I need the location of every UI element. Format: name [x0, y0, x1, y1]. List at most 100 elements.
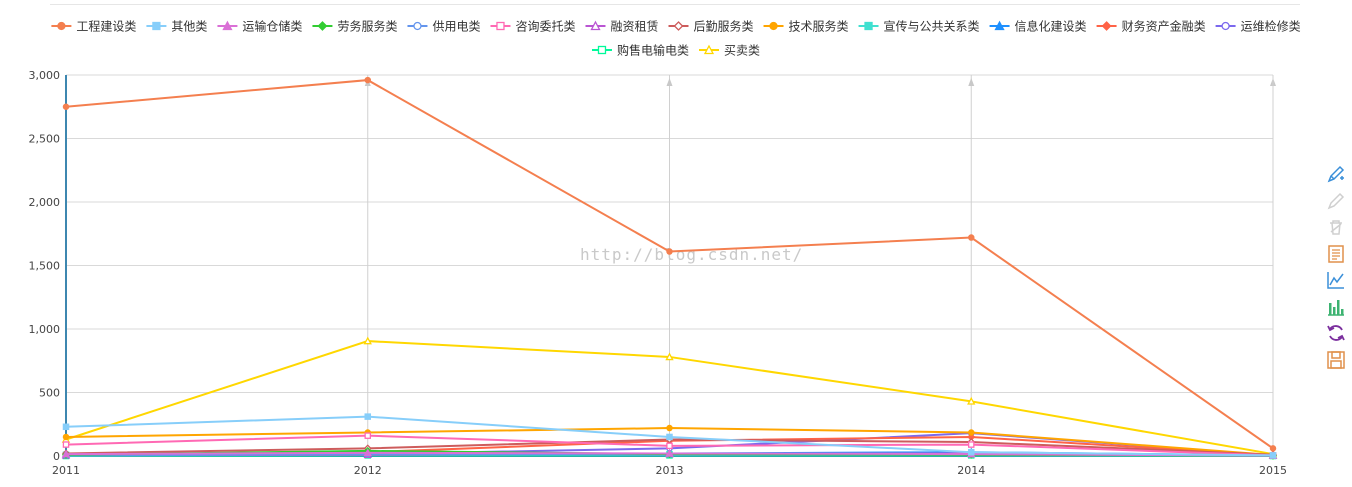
- legend-symbol-icon: [590, 20, 601, 31]
- legend-symbol-icon: [317, 21, 328, 31]
- legend-item[interactable]: 运维检修类: [1215, 19, 1301, 34]
- legend-symbol-icon: [1221, 21, 1230, 31]
- mark-undo-icon: [1327, 192, 1345, 209]
- legend[interactable]: 工程建设类 其他类 运输仓储类 劳务服务类 供用电类 咨询委托类 融资租赁 后勤服务类 技术服务…: [51, 19, 1301, 58]
- x-tick-label: 2015: [1259, 464, 1287, 477]
- restore-icon[interactable]: [1326, 323, 1346, 343]
- legend-item[interactable]: 信息化建设类: [989, 19, 1087, 34]
- x-tick-label: 2011: [52, 464, 80, 477]
- axis-arrow-icon: [968, 78, 975, 86]
- legend-item[interactable]: 后勤服务类: [668, 19, 754, 34]
- data-point: [666, 433, 673, 441]
- x-tick-label: 2013: [656, 464, 684, 477]
- data-point: [364, 413, 371, 420]
- toolbox[interactable]: [1326, 164, 1350, 376]
- data-view-icon[interactable]: [1326, 244, 1346, 264]
- data-point: [1269, 445, 1277, 452]
- x-axis-ticks: 2011 2012 2013 2014 2015: [52, 464, 1287, 477]
- x-tick-label: 2012: [354, 464, 382, 477]
- data-point: [363, 336, 372, 345]
- legend-label: 融资租赁: [610, 20, 658, 34]
- legend-label: 劳务服务类: [337, 19, 397, 34]
- grid-lines: [66, 74, 1276, 456]
- legend-symbol-icon: [1101, 21, 1112, 31]
- legend-symbol-icon: [994, 20, 1005, 31]
- data-point: [665, 352, 674, 361]
- watermark-text: http://blog.csdn.net/: [580, 245, 803, 264]
- legend-label: 运输仓储类: [242, 19, 302, 34]
- data-point: [968, 448, 975, 456]
- legend-item[interactable]: 劳务服务类: [312, 19, 397, 34]
- legend-label: 技术服务类: [789, 19, 849, 34]
- legend-label: 财务资产金融类: [1122, 19, 1206, 34]
- y-tick-label: 500: [39, 387, 60, 400]
- axis-arrow-icon: [666, 78, 673, 86]
- y-tick-label: 3,000: [29, 69, 61, 82]
- legend-item[interactable]: 运输仓储类: [217, 19, 302, 34]
- bar-chart-icon[interactable]: [1326, 297, 1346, 317]
- legend-item[interactable]: 宣传与公共关系类: [858, 19, 980, 34]
- data-point: [364, 76, 371, 84]
- legend-symbol-icon: [496, 21, 505, 31]
- data-point: [62, 103, 70, 111]
- legend-label: 运维检修类: [1241, 19, 1301, 34]
- legend-symbol-icon: [222, 20, 233, 31]
- data-point: [61, 449, 71, 458]
- y-axis-ticks: 0 500 1,000 1,500 2,000 2,500 3,000: [29, 69, 61, 463]
- legend-item[interactable]: 咨询委托类: [490, 19, 575, 34]
- legend-symbol-icon: [597, 45, 607, 55]
- legend-item[interactable]: 其他类: [146, 20, 207, 34]
- legend-item[interactable]: 购售电输电类: [591, 43, 689, 58]
- legend-label: 咨询委托类: [515, 19, 575, 34]
- data-point: [968, 441, 975, 448]
- mark-clear-icon: [1330, 220, 1342, 235]
- data-point: [968, 234, 975, 241]
- data-point: [62, 423, 70, 431]
- data-point: [665, 448, 674, 457]
- y-tick-label: 1,500: [29, 260, 61, 273]
- save-image-icon[interactable]: [1326, 350, 1346, 370]
- legend-symbol-icon: [152, 21, 161, 31]
- legend-symbol-icon: [413, 21, 422, 31]
- legend-item[interactable]: 技术服务类: [763, 19, 849, 34]
- legend-item[interactable]: 融资租赁: [585, 20, 659, 34]
- data-point: [666, 424, 673, 432]
- legend-symbol-icon: [769, 21, 778, 31]
- y-tick-label: 2,000: [29, 196, 61, 209]
- y-tick-label: 1,000: [29, 323, 61, 336]
- legend-symbol-icon: [864, 21, 873, 31]
- data-point: [967, 396, 976, 405]
- legend-label: 工程建设类: [76, 19, 136, 34]
- line-chart-icon[interactable]: [1326, 270, 1346, 290]
- x-tick-label: 2014: [957, 464, 985, 477]
- legend-label: 买卖类: [724, 44, 760, 58]
- data-point: [666, 248, 673, 255]
- data-point: [62, 433, 70, 441]
- legend-item[interactable]: 买卖类: [699, 44, 760, 58]
- legend-symbol-icon: [703, 44, 715, 55]
- legend-label: 供用电类: [432, 20, 480, 34]
- data-point: [62, 441, 70, 448]
- data-point: [363, 448, 372, 457]
- data-point: [968, 429, 975, 436]
- mark-pen-icon[interactable]: [1326, 164, 1346, 184]
- data-point: [364, 432, 371, 439]
- series-其他类: [62, 413, 1277, 459]
- legend-item[interactable]: 工程建设类: [51, 19, 136, 34]
- legend-symbol-icon: [57, 21, 66, 31]
- y-tick-label: 0: [53, 450, 60, 463]
- legend-label: 后勤服务类: [694, 19, 754, 34]
- top-divider: [50, 0, 1300, 5]
- legend-item[interactable]: 财务资产金融类: [1096, 19, 1206, 34]
- data-point: [1269, 452, 1277, 459]
- series-工程建设类: [62, 76, 1277, 452]
- data-point: [666, 442, 673, 450]
- legend-label: 其他类: [171, 20, 207, 34]
- series-lines: [61, 76, 1278, 460]
- legend-label: 购售电输电类: [617, 43, 689, 58]
- legend-label: 信息化建设类: [1015, 19, 1087, 34]
- legend-symbol-icon: [673, 21, 684, 31]
- legend-item[interactable]: 供用电类: [407, 20, 480, 34]
- legend-label: 宣传与公共关系类: [884, 19, 980, 34]
